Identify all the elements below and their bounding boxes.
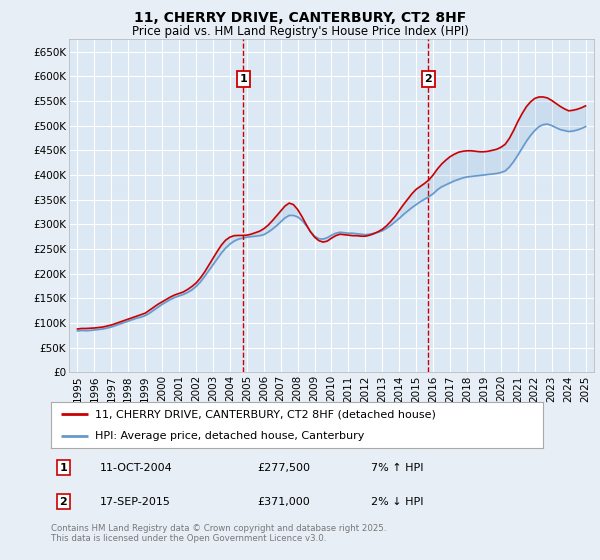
Text: £371,000: £371,000 [257,497,310,507]
Text: 17-SEP-2015: 17-SEP-2015 [100,497,171,507]
Text: HPI: Average price, detached house, Canterbury: HPI: Average price, detached house, Cant… [95,431,365,441]
Text: 11, CHERRY DRIVE, CANTERBURY, CT2 8HF (detached house): 11, CHERRY DRIVE, CANTERBURY, CT2 8HF (d… [95,409,436,419]
Text: 2: 2 [424,74,432,84]
Text: 11-OCT-2004: 11-OCT-2004 [100,463,173,473]
Text: Contains HM Land Registry data © Crown copyright and database right 2025.
This d: Contains HM Land Registry data © Crown c… [51,524,386,543]
Text: 2: 2 [59,497,67,507]
Text: 1: 1 [59,463,67,473]
Text: 1: 1 [239,74,247,84]
Text: 11, CHERRY DRIVE, CANTERBURY, CT2 8HF: 11, CHERRY DRIVE, CANTERBURY, CT2 8HF [134,11,466,25]
Text: 2% ↓ HPI: 2% ↓ HPI [371,497,424,507]
Text: Price paid vs. HM Land Registry's House Price Index (HPI): Price paid vs. HM Land Registry's House … [131,25,469,38]
Text: 7% ↑ HPI: 7% ↑ HPI [371,463,424,473]
Text: £277,500: £277,500 [257,463,311,473]
